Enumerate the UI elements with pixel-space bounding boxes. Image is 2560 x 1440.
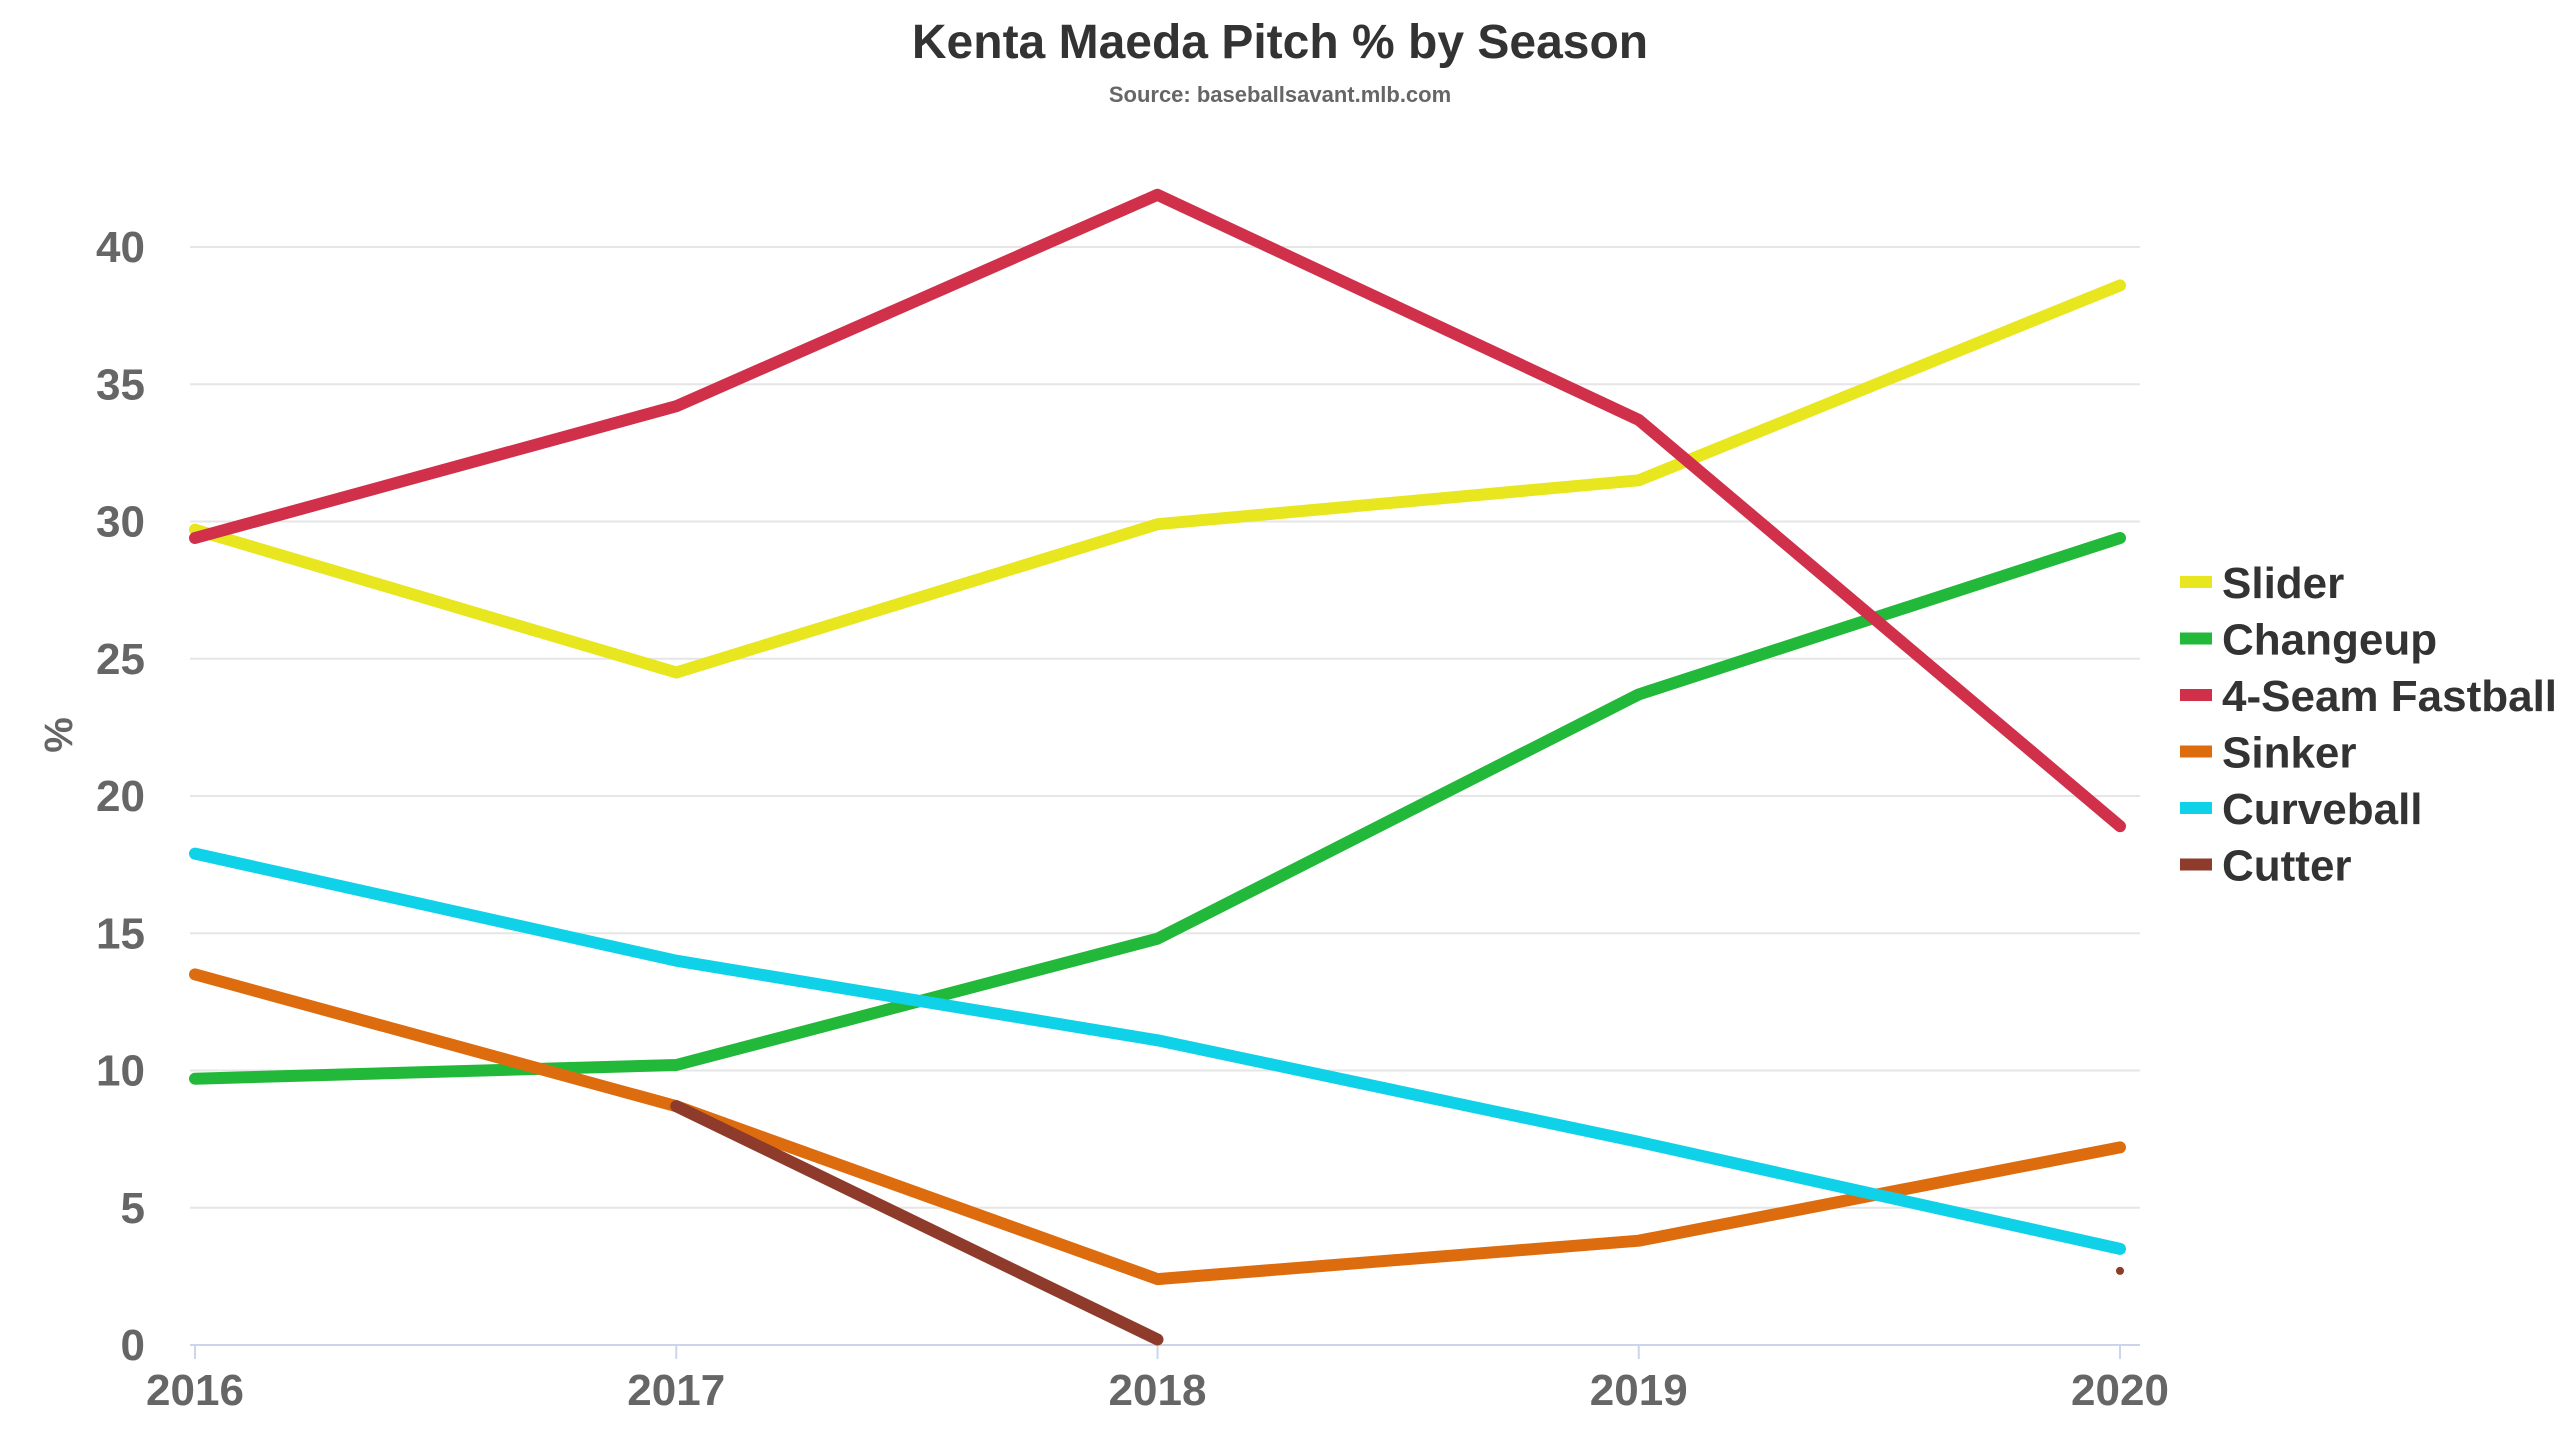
chart-title: Kenta Maeda Pitch % by Season [912,16,1648,69]
series-line [189,279,2126,679]
x-tick-label: 2017 [627,1366,725,1415]
legend-item[interactable]: Slider [2180,559,2344,608]
series-lines [189,188,2126,1346]
legend-label: Sinker [2222,729,2357,778]
legend-label: Cutter [2222,842,2352,891]
y-axis-label: % [37,717,81,753]
legend-item[interactable]: Changeup [2180,616,2437,665]
series-line [189,188,2126,833]
legend-label: Curveball [2222,785,2423,834]
y-tick-label: 10 [96,1047,145,1096]
legend-item[interactable]: Sinker [2180,729,2357,778]
legend-item[interactable]: Cutter [2180,842,2352,891]
series-changeup [189,532,2126,1085]
x-tick-label: 2020 [2071,1366,2169,1415]
grid-lines [190,246,2140,1346]
data-point [2116,1266,2124,1275]
legend[interactable]: Slider Changeup 4-Seam Fastball Sinker Curve… [2180,559,2557,891]
y-tick-label: 0 [121,1321,145,1370]
legend-label: Slider [2222,559,2344,608]
series-slider [189,279,2126,679]
y-tick-label: 15 [96,909,145,958]
series-sinker [189,968,2126,1286]
x-tick-label: 2016 [146,1366,244,1415]
legend-label: 4-Seam Fastball [2222,672,2557,721]
series-curveball [189,847,2126,1255]
y-axis-ticks: 0 5 10 15 20 25 30 35 40 [96,223,145,1370]
series-cutter [670,1100,2124,1346]
x-tick-label: 2019 [1590,1366,1688,1415]
y-tick-label: 20 [96,772,145,821]
series-line [670,1100,1164,1346]
y-tick-label: 25 [96,635,145,684]
legend-label: Changeup [2222,616,2437,665]
legend-item[interactable]: 4-Seam Fastball [2180,672,2557,721]
y-tick-label: 40 [96,223,145,272]
series-line [189,532,2126,1085]
y-tick-label: 5 [121,1184,145,1233]
chart-subtitle: Source: baseballsavant.mlb.com [1109,82,1451,107]
y-tick-label: 30 [96,498,145,547]
x-tick-label: 2018 [1109,1366,1207,1415]
series-4-seam-fastball [189,188,2126,833]
y-tick-label: 35 [96,360,145,409]
legend-item[interactable]: Curveball [2180,785,2423,834]
series-line [189,847,2126,1255]
x-axis-ticks: 2016 2017 2018 2019 2020 [146,1345,2169,1415]
series-line [189,968,2126,1286]
